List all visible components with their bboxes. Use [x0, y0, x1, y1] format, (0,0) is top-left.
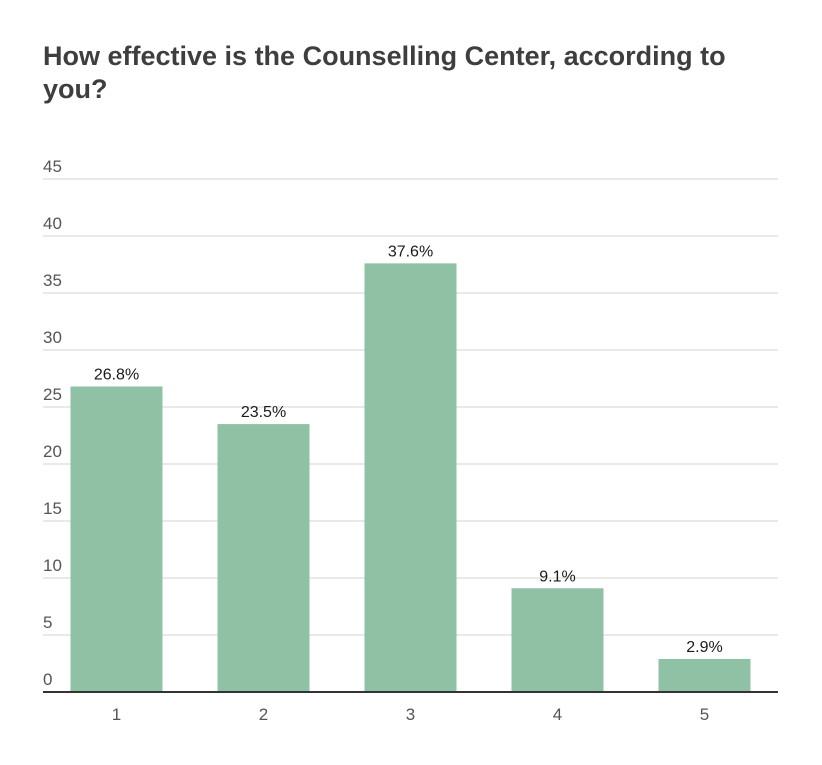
data-label: 9.1%: [539, 568, 575, 585]
bar: [70, 386, 163, 692]
y-tick-label: 0: [43, 670, 52, 689]
x-axis-tick-labels: 1 2 3 4 5: [112, 705, 709, 724]
x-tick-label: 3: [406, 705, 415, 724]
x-tick-label: 2: [259, 705, 268, 724]
y-tick-label: 40: [43, 214, 62, 233]
x-tick-label: 4: [553, 705, 562, 724]
x-tick-label: 5: [700, 705, 709, 724]
data-label: 26.8%: [94, 366, 139, 383]
y-axis-tick-labels: 0 5 10 15 20 25 30 35 40 45: [43, 157, 62, 689]
y-tick-label: 10: [43, 556, 62, 575]
data-label: 2.9%: [686, 639, 722, 656]
y-tick-label: 35: [43, 271, 62, 290]
bar: [511, 588, 604, 692]
bar: [364, 263, 457, 692]
x-tick-label: 1: [112, 705, 121, 724]
data-labels: 26.8% 23.5% 37.6% 9.1% 2.9%: [94, 243, 723, 656]
data-label: 23.5%: [241, 404, 286, 421]
y-tick-label: 5: [43, 613, 52, 632]
y-tick-label: 25: [43, 385, 62, 404]
y-tick-label: 20: [43, 442, 62, 461]
data-label: 37.6%: [388, 243, 433, 260]
bar: [658, 658, 751, 692]
y-tick-label: 30: [43, 328, 62, 347]
chart-title: How effective is the Counselling Center,…: [43, 41, 726, 104]
bar: [217, 424, 310, 692]
y-tick-label: 15: [43, 499, 62, 518]
y-tick-label: 45: [43, 157, 62, 176]
bars: [70, 263, 751, 692]
